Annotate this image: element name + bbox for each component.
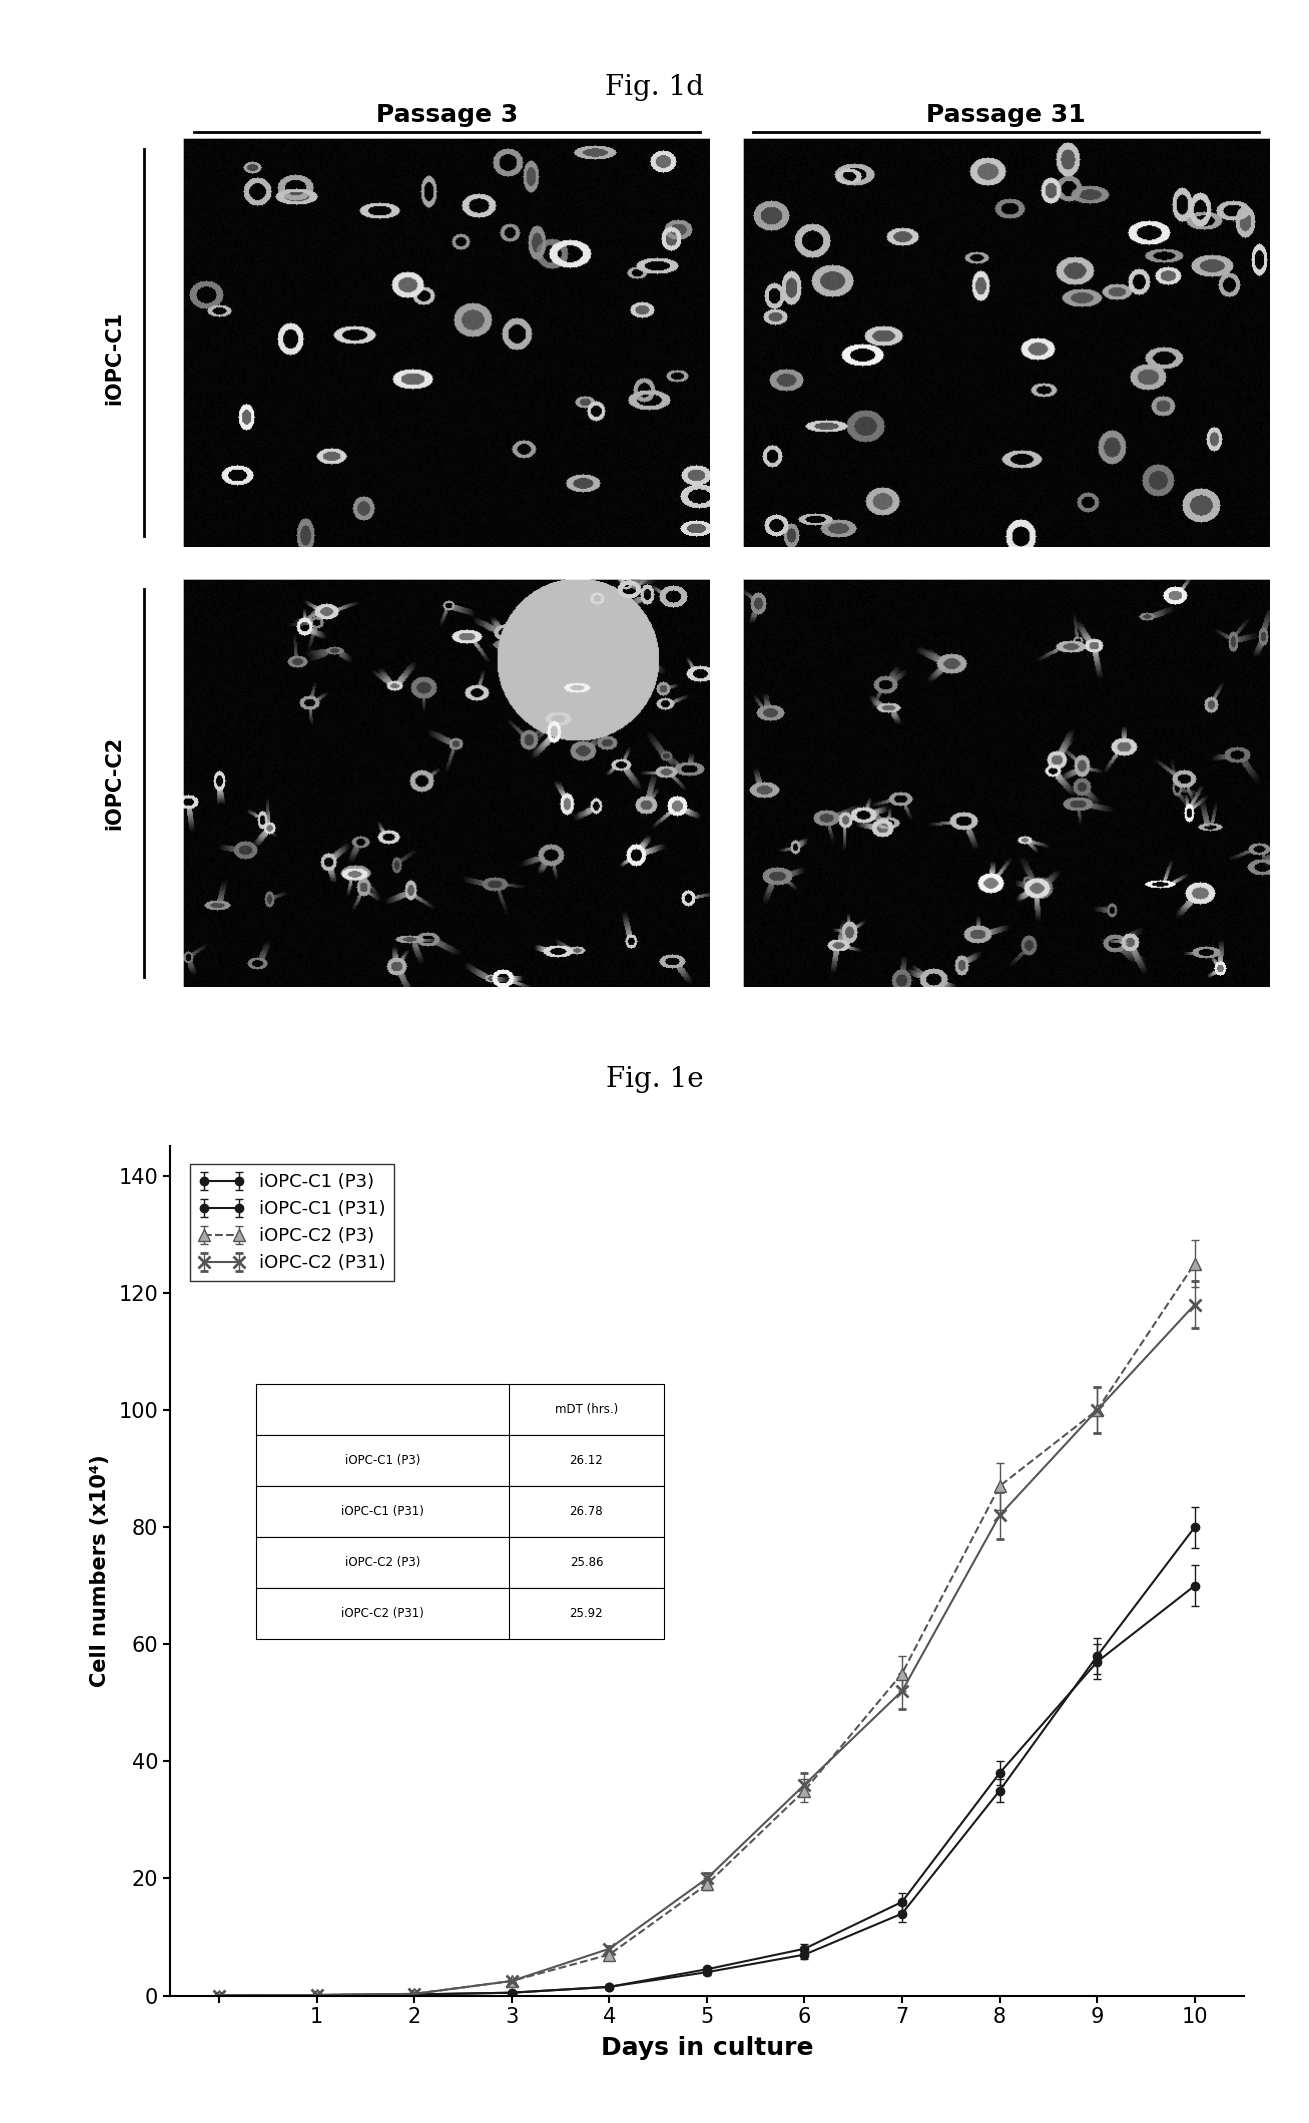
Text: Fig. 1e: Fig. 1e [606, 1066, 703, 1093]
Legend: iOPC-C1 (P3), iOPC-C1 (P31), iOPC-C2 (P3), iOPC-C2 (P31): iOPC-C1 (P3), iOPC-C1 (P31), iOPC-C2 (P3… [190, 1163, 394, 1280]
Text: Passage 31: Passage 31 [927, 104, 1086, 127]
Text: iOPC-C1: iOPC-C1 [105, 312, 124, 405]
Text: Fig. 1d: Fig. 1d [605, 74, 704, 102]
Text: Passage 3: Passage 3 [376, 104, 518, 127]
Y-axis label: Cell numbers (x10⁴): Cell numbers (x10⁴) [90, 1454, 110, 1688]
Text: iOPC-C2: iOPC-C2 [105, 737, 124, 830]
X-axis label: Days in culture: Days in culture [601, 2036, 813, 2059]
